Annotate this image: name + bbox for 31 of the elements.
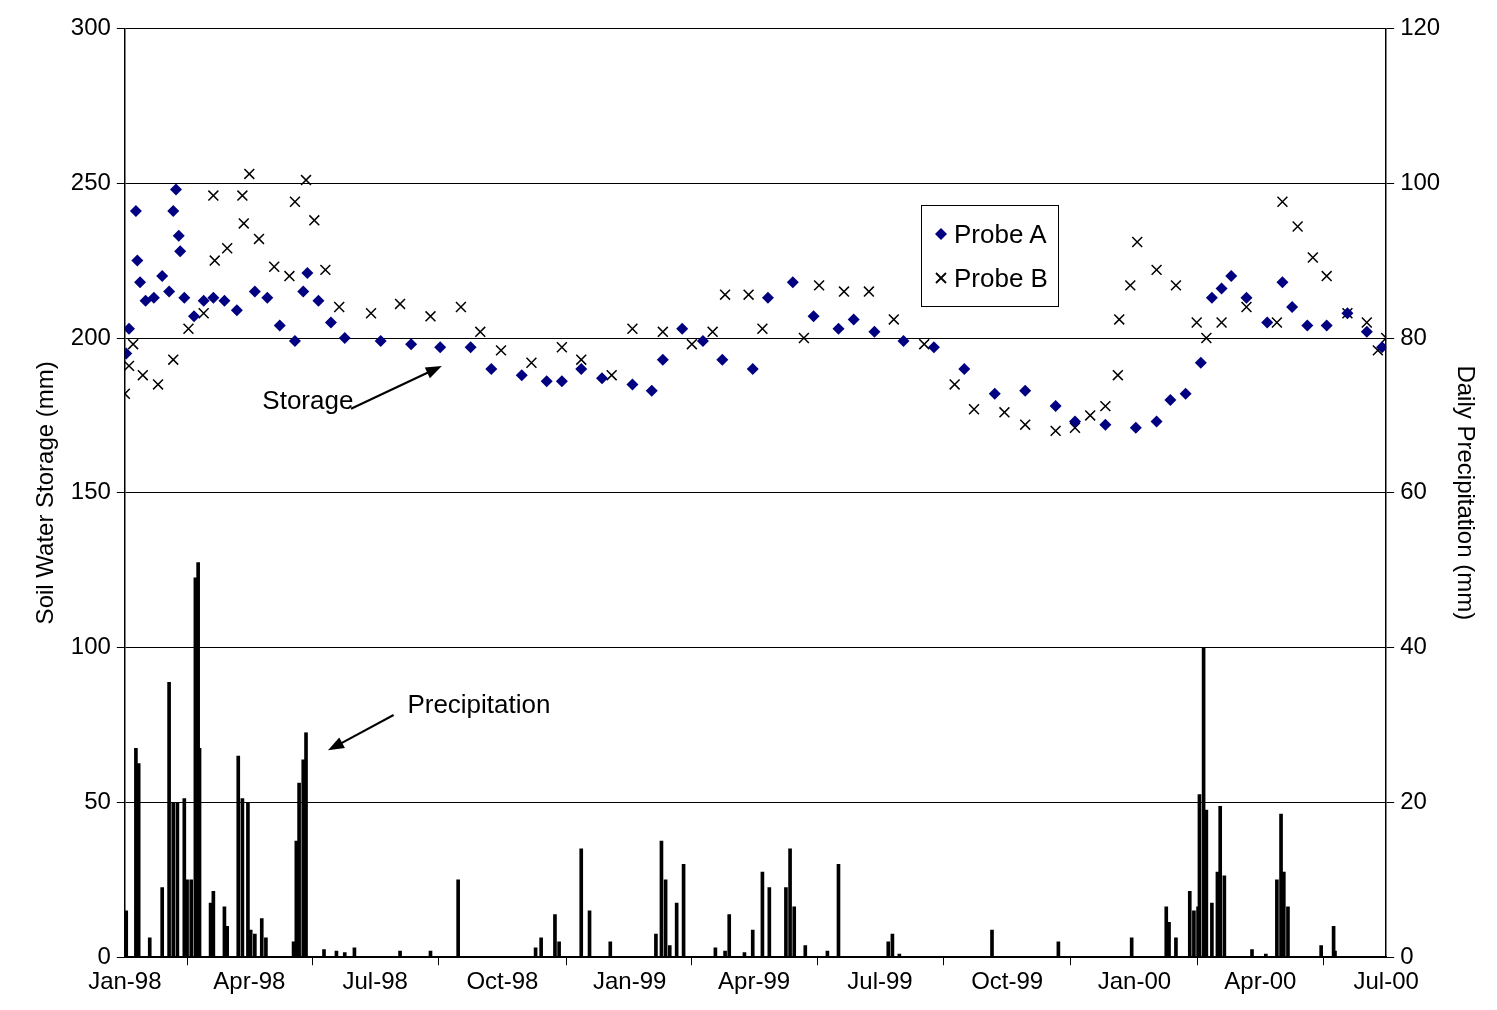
y-tick-label: 250 <box>70 167 111 195</box>
x-tick-label: Oct-99 <box>971 967 1044 995</box>
x-tick-label: Jul-98 <box>342 967 408 995</box>
x-tick-label: Jan-00 <box>1097 967 1172 995</box>
x-tick-label: Apr-00 <box>1224 967 1297 995</box>
y2-tick-label: 120 <box>1400 13 1441 41</box>
y-tick-label: 150 <box>70 477 111 505</box>
x-tick-label: Apr-99 <box>718 967 791 995</box>
x-tick-label: Jan-98 <box>88 967 162 995</box>
y2-axis-title: Daily Precipitation (mm) <box>1452 365 1480 621</box>
y2-tick-label: 40 <box>1400 632 1427 660</box>
y-axis-title: Soil Water Storage (mm) <box>31 361 59 625</box>
legend-label: Probe A <box>954 218 1047 251</box>
y-tick-label: 200 <box>70 322 111 350</box>
y2-tick-label: 80 <box>1400 322 1427 350</box>
y2-tick-label: 0 <box>1400 941 1414 969</box>
y2-tick-label: 20 <box>1400 787 1427 815</box>
x-tick-label: Jul-99 <box>847 967 913 995</box>
y-tick-label: 100 <box>70 632 111 660</box>
x-tick-label: Oct-98 <box>466 967 539 995</box>
y-tick-label: 300 <box>70 13 111 41</box>
annotation: Precipitation <box>407 688 551 720</box>
x-tick-label: Apr-98 <box>213 967 286 995</box>
y-tick-label: 50 <box>84 787 111 815</box>
y2-tick-label: 60 <box>1400 477 1427 505</box>
y-tick-label: 0 <box>97 941 111 969</box>
x-tick-label: Jan-99 <box>592 967 667 995</box>
y2-tick-label: 100 <box>1400 167 1441 195</box>
x-tick-label: Jul-00 <box>1353 967 1419 995</box>
annotation: Storage <box>262 385 354 417</box>
legend-label: Probe B <box>954 262 1048 295</box>
